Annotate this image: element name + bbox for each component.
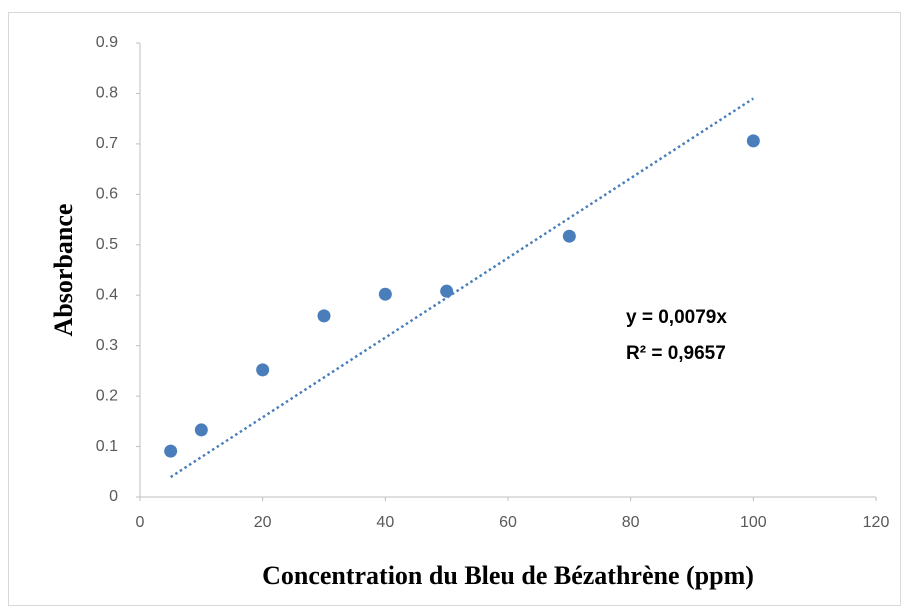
y-tick-label: 0.1 — [96, 438, 118, 455]
point — [440, 284, 454, 298]
point — [378, 287, 392, 301]
r-squared: R² = 0,9657 — [626, 343, 726, 364]
y-tick-label: 0.6 — [96, 186, 118, 203]
point — [256, 363, 270, 377]
y-tick-label: 0.4 — [96, 286, 118, 303]
y-tick-label: 0 — [109, 488, 118, 505]
x-tick-label: 80 — [622, 514, 640, 531]
y-tick-label: 0.7 — [96, 135, 118, 152]
x-axis-title: Concentration du Bleu de Bézathrène (ppm… — [262, 561, 754, 590]
x-tick-label: 20 — [254, 514, 272, 531]
trendline — [169, 97, 755, 479]
point — [194, 423, 208, 437]
x-tick-label: 0 — [136, 514, 145, 531]
y-tick-label: 0.3 — [96, 337, 118, 354]
x-tick-label: 60 — [499, 514, 517, 531]
x-tick-label: 100 — [740, 514, 767, 531]
point — [746, 134, 760, 148]
y-tick-label: 0.5 — [96, 236, 118, 253]
y-tick-label: 0.8 — [96, 85, 118, 102]
y-tick-label: 0.9 — [96, 34, 118, 51]
point — [562, 229, 576, 243]
point — [164, 444, 178, 458]
x-tick-label: 120 — [863, 514, 890, 531]
equation: y = 0,0079x — [626, 307, 727, 328]
y-tick-label: 0.2 — [96, 387, 118, 404]
y-axis-title: Absorbance — [49, 204, 78, 337]
x-tick-label: 40 — [376, 514, 394, 531]
point — [317, 309, 331, 323]
chart-frame — [8, 12, 901, 606]
